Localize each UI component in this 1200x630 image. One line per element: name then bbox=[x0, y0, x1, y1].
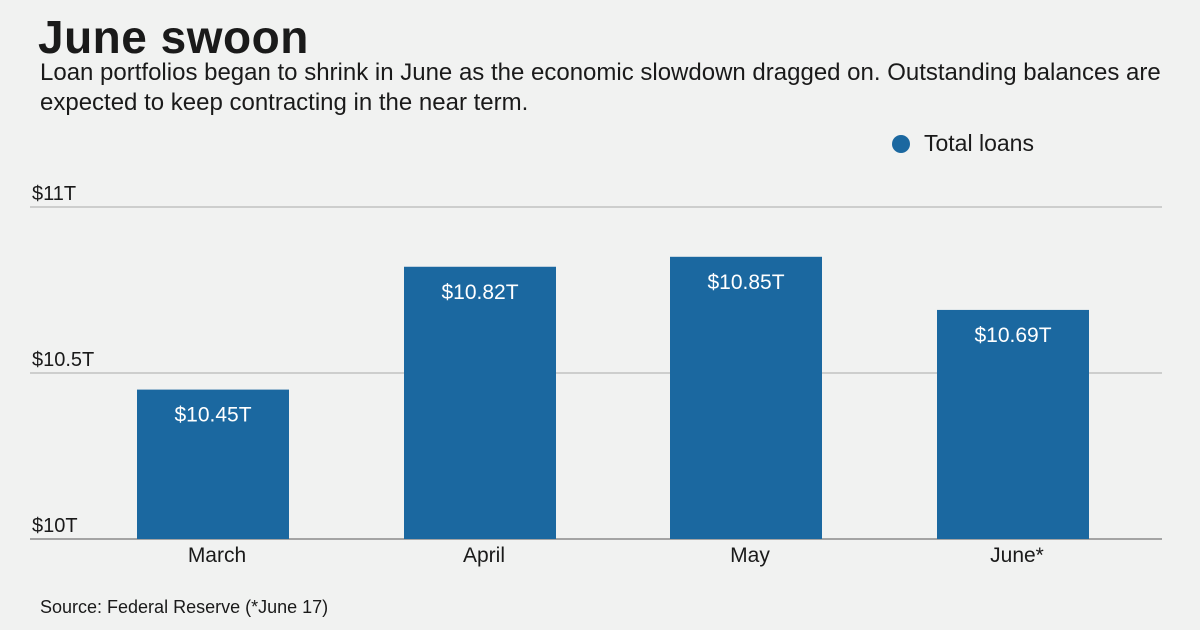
data-label: $10.45T bbox=[174, 404, 251, 427]
legend-swatch-total-loans bbox=[892, 134, 910, 153]
x-tick-label: June* bbox=[990, 544, 1044, 567]
bar-may bbox=[670, 256, 822, 539]
y-tick-label: $10T bbox=[32, 515, 78, 537]
data-label: $10.69T bbox=[974, 324, 1051, 347]
bar-april bbox=[404, 266, 556, 539]
legend: Total loans bbox=[892, 130, 1034, 157]
y-tick-label: $10.5T bbox=[32, 349, 94, 371]
x-tick-label: March bbox=[188, 544, 246, 567]
legend-label-total-loans: Total loans bbox=[924, 130, 1034, 156]
source-note: Source: Federal Reserve (*June 17) bbox=[40, 597, 329, 617]
bar-june bbox=[937, 309, 1089, 539]
x-tick-label: April bbox=[463, 544, 505, 567]
chart-title: June swoon bbox=[38, 11, 309, 63]
bar-march bbox=[137, 389, 289, 539]
y-tick-label: $11T bbox=[32, 183, 76, 205]
chart-subtitle: Loan portfolios began to shrink in June … bbox=[40, 59, 1161, 116]
data-label: $10.82T bbox=[441, 281, 518, 304]
x-tick-label: May bbox=[730, 544, 770, 567]
data-label: $10.85T bbox=[707, 271, 784, 294]
